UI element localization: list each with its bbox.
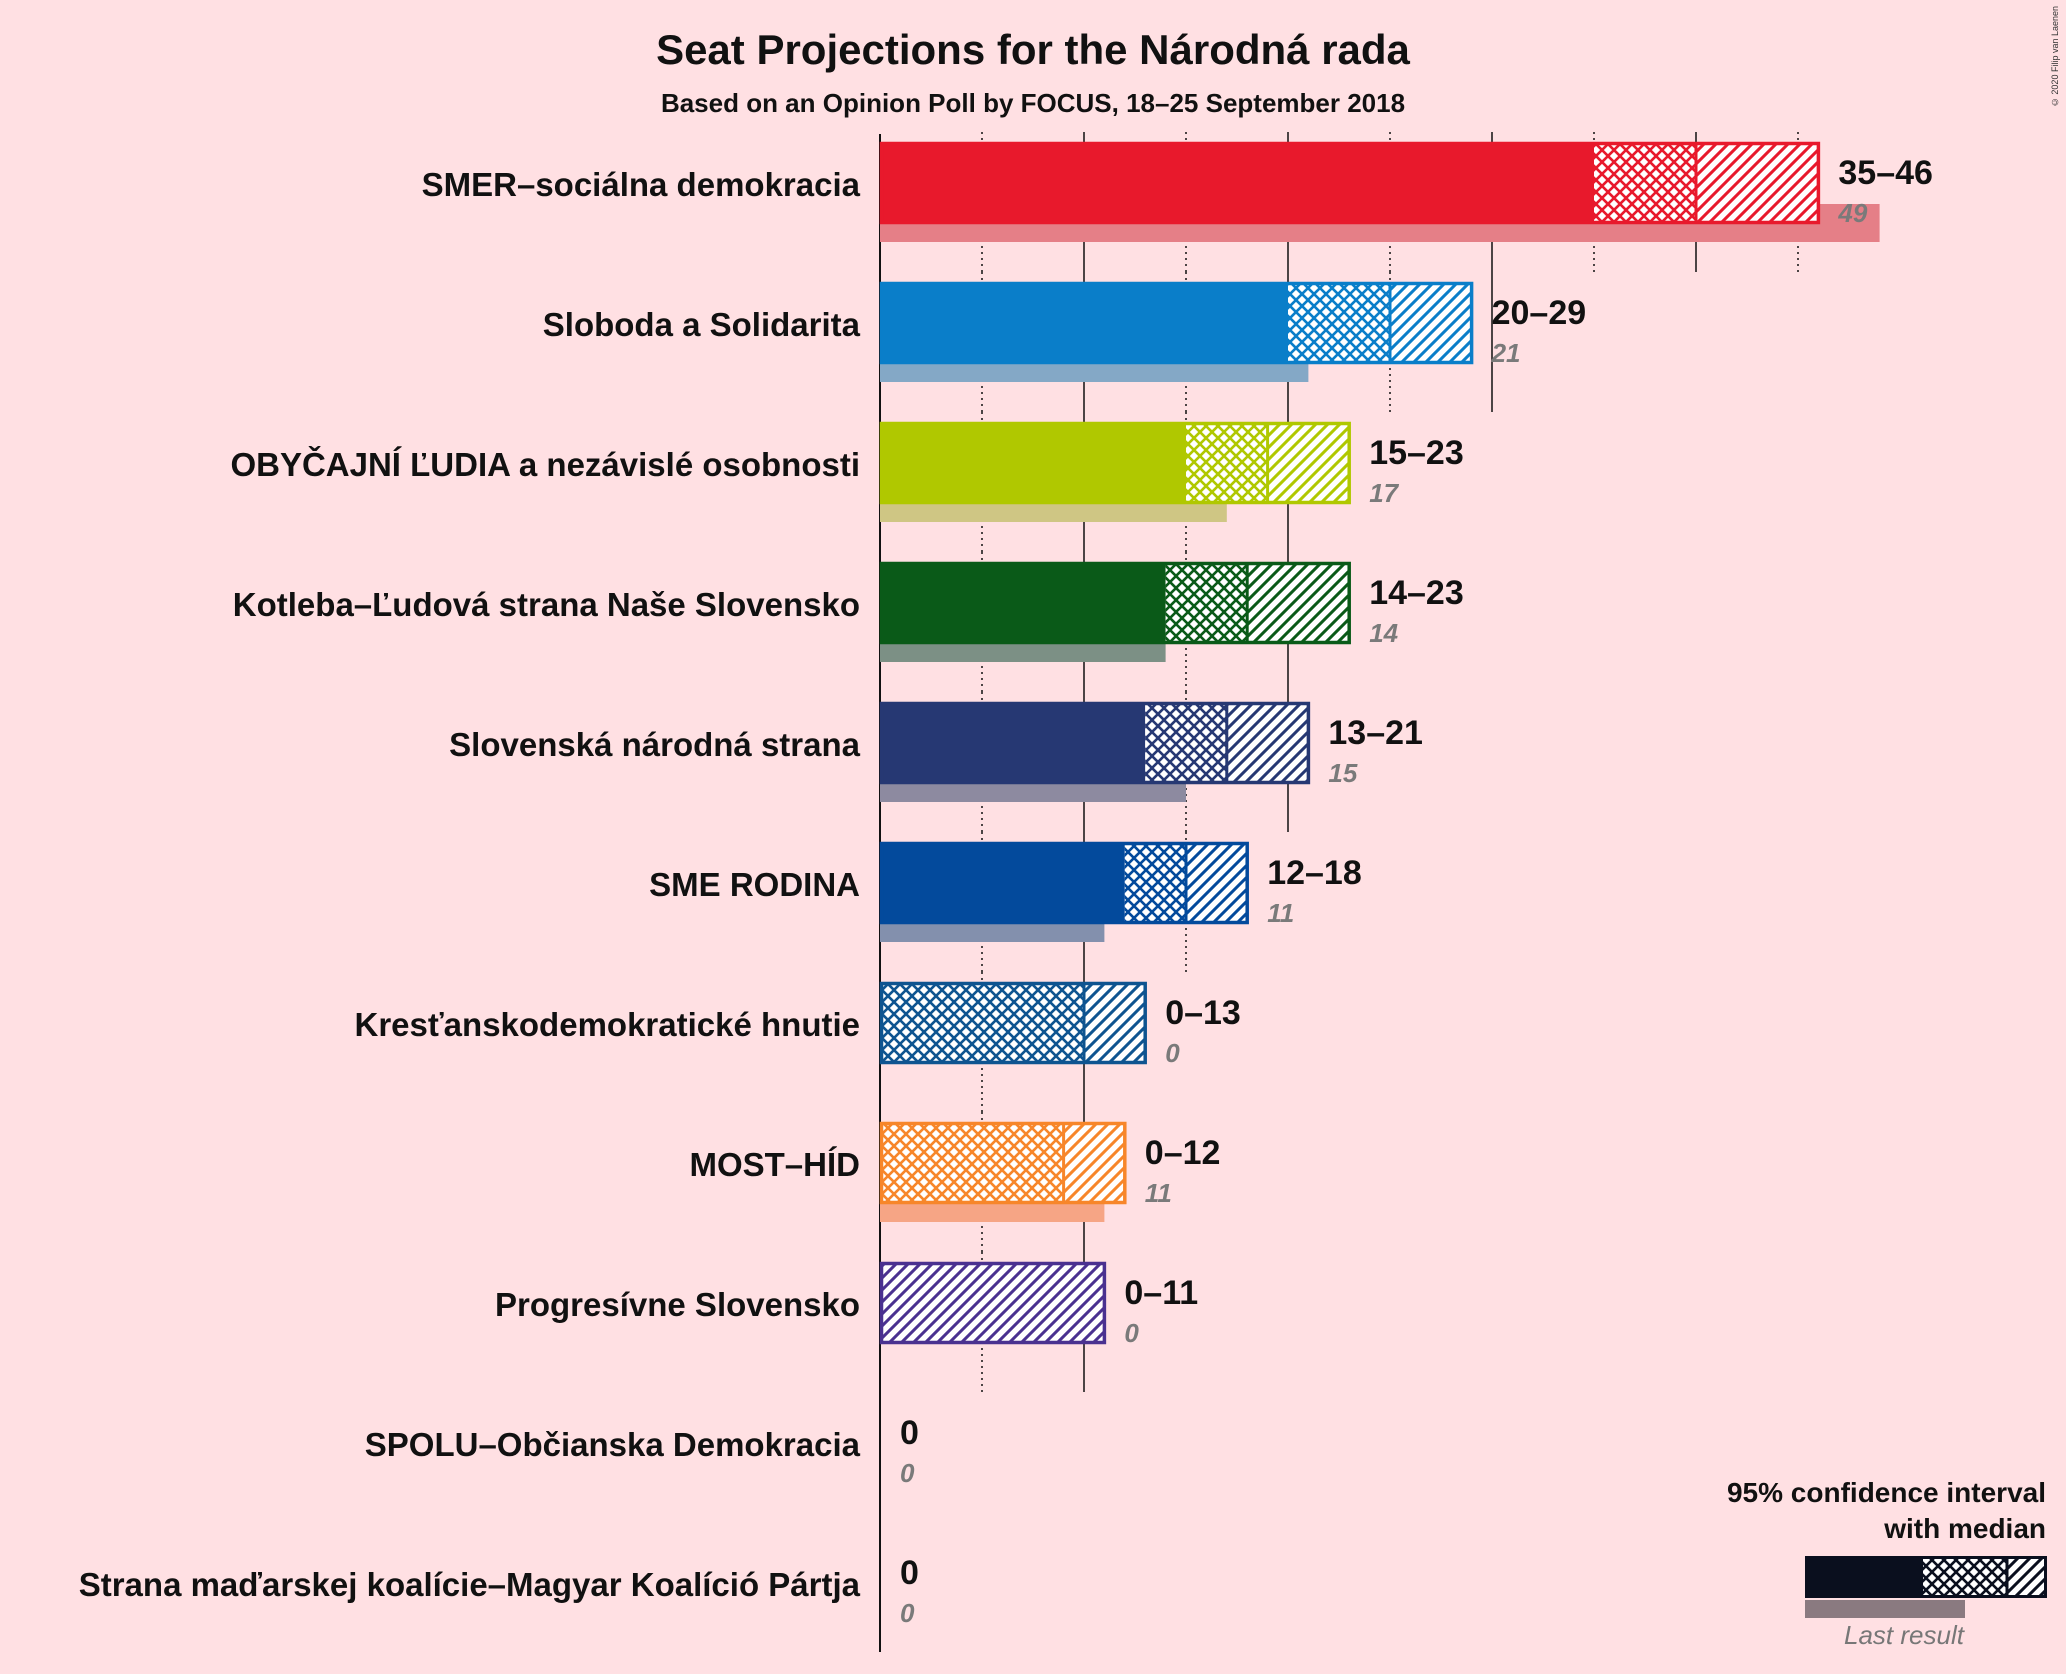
legend-last-result-bar	[1805, 1600, 1965, 1618]
range-label: 35–46	[1838, 154, 1933, 192]
bar-ci-upper	[1390, 282, 1472, 364]
bar-ci-upper	[880, 1262, 1105, 1344]
party-row: MOST–HÍD 0–12 11	[689, 1112, 1220, 1252]
legend-outline	[1805, 1556, 2047, 1598]
last-result-label: 0	[1124, 1318, 1139, 1348]
bar-outline	[879, 981, 1147, 1065]
bar-ci-lower	[880, 982, 1084, 1064]
bar-solid	[880, 142, 1594, 224]
bar-solid	[880, 422, 1186, 504]
range-label: 0–11	[1124, 1274, 1198, 1312]
range-label: 12–18	[1267, 854, 1362, 892]
bar-outline	[879, 841, 1249, 925]
bar-ci-lower	[1124, 842, 1186, 924]
bar-solid	[880, 842, 1125, 924]
bar-outline	[879, 701, 1311, 785]
party-name: SMER–sociálna demokracia	[422, 166, 861, 203]
legend-line1: 95% confidence interval	[1727, 1477, 2046, 1508]
bar-ci-lower	[1145, 702, 1227, 784]
party-row: Slovenská národná strana 13–21 15	[449, 692, 1423, 832]
bar-outline	[879, 1261, 1107, 1345]
party-bars: SMER–sociálna demokracia 35–46 49 Sloboda a…	[79, 132, 1933, 1628]
range-label: 14–23	[1369, 574, 1464, 612]
last-result-label: 21	[1491, 338, 1521, 368]
legend-ci-lower	[1923, 1556, 2007, 1598]
legend-last-result: Last result	[1844, 1620, 1966, 1650]
bar-ci-upper	[1247, 562, 1350, 644]
bar-solid	[880, 282, 1288, 364]
bar-solid	[880, 702, 1146, 784]
party-row: Progresívne Slovensko 0–11 0	[495, 1252, 1198, 1392]
last-result-label: 49	[1837, 198, 1867, 228]
bar-ci-upper	[1226, 702, 1309, 784]
party-name: OBYČAJNÍ ĽUDIA a nezávislé osobnosti	[230, 445, 860, 483]
chart-subtitle: Based on an Opinion Poll by FOCUS, 18–25…	[661, 88, 1405, 118]
party-row: OBYČAJNÍ ĽUDIA a nezávislé osobnosti 15–2…	[230, 412, 1464, 552]
legend-ci-upper	[2007, 1556, 2047, 1598]
party-name: SME RODINA	[649, 866, 860, 903]
range-label: 20–29	[1492, 294, 1587, 332]
range-label: 13–21	[1328, 714, 1423, 752]
last-result-label: 17	[1369, 478, 1399, 508]
last-result-label: 0	[1165, 1038, 1180, 1068]
range-label: 0	[900, 1554, 919, 1592]
legend-line2: with median	[1883, 1513, 2046, 1544]
bar-ci-lower	[1594, 142, 1696, 224]
legend-solid	[1805, 1556, 1923, 1598]
party-row: SMER–sociálna demokracia 35–46 49	[422, 132, 1933, 272]
bar-ci-lower	[1288, 282, 1390, 364]
copyright-text: © 2020 Filip van Laenen	[2050, 6, 2060, 108]
bar-ci-lower	[880, 1122, 1064, 1204]
bar-outline	[879, 1121, 1127, 1205]
party-name: MOST–HÍD	[689, 1146, 860, 1183]
last-result-label: 11	[1145, 1178, 1172, 1208]
range-label: 0	[900, 1414, 919, 1452]
party-row: Sloboda a Solidarita 20–29 21	[543, 272, 1586, 412]
range-label: 0–13	[1165, 994, 1241, 1032]
party-name: SPOLU–Občianska Demokracia	[365, 1426, 861, 1463]
legend: 95% confidence interval with median Last…	[1727, 1477, 2047, 1650]
bar-ci-lower	[1165, 562, 1248, 644]
bar-ci-lower	[1186, 422, 1268, 504]
range-label: 0–12	[1145, 1134, 1221, 1172]
last-result-label: 14	[1369, 618, 1398, 648]
party-name: Slovenská národná strana	[449, 726, 860, 763]
party-name: Strana maďarskej koalície–Magyar Koalíci…	[79, 1566, 861, 1603]
party-row: SME RODINA 12–18 11	[649, 832, 1362, 972]
party-row: SPOLU–Občianska Demokracia 0 0	[365, 1414, 919, 1488]
last-result-label: 0	[900, 1598, 915, 1628]
bar-ci-upper	[1186, 842, 1248, 924]
bar-outline	[879, 561, 1351, 645]
party-name: Sloboda a Solidarita	[543, 306, 861, 343]
last-result-label: 15	[1328, 758, 1357, 788]
party-row: Kresťanskodemokratické hnutie 0–13 0	[355, 972, 1241, 1112]
bar-outline	[879, 421, 1351, 505]
party-name: Progresívne Slovensko	[495, 1286, 860, 1323]
bar-outline	[879, 141, 1821, 225]
party-row: Strana maďarskej koalície–Magyar Koalíci…	[79, 1554, 919, 1628]
last-result-label: 11	[1267, 898, 1294, 928]
bar-ci-upper	[1267, 422, 1350, 504]
party-name: Kresťanskodemokratické hnutie	[355, 1006, 861, 1043]
bar-ci-upper	[1696, 142, 1819, 224]
range-label: 15–23	[1369, 434, 1464, 472]
bar-ci-upper	[1084, 982, 1146, 1064]
party-row: Kotleba–Ľudová strana Naše Slovensko 14–2…	[233, 552, 1464, 692]
bar-outline	[879, 281, 1474, 365]
chart-title: Seat Projections for the Národná rada	[656, 26, 1410, 73]
bar-solid	[880, 562, 1166, 644]
party-name: Kotleba–Ľudová strana Naše Slovensko	[233, 586, 860, 623]
bar-ci-upper	[1063, 1122, 1125, 1204]
last-result-label: 0	[900, 1458, 915, 1488]
